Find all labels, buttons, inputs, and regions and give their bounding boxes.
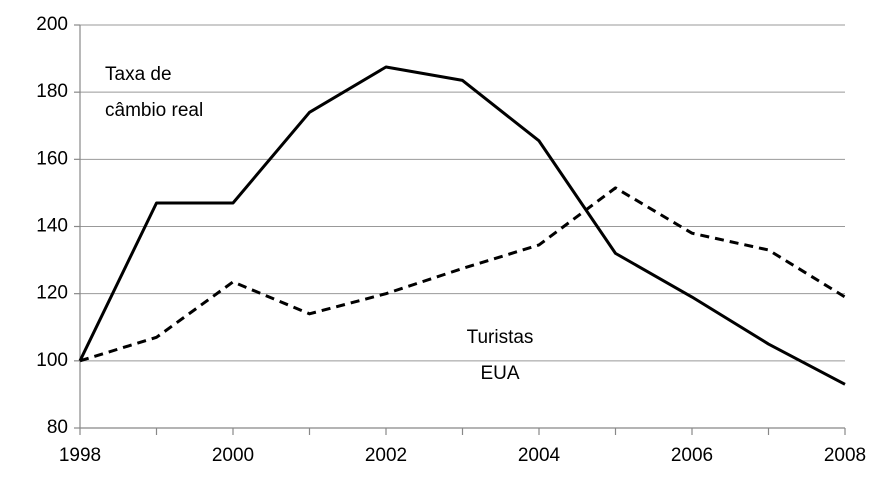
x-tick-label: 2002 <box>365 445 407 466</box>
x-tick-label: 2000 <box>212 445 254 466</box>
series-line <box>79 186 846 363</box>
y-tick-label: 140 <box>36 216 68 237</box>
x-tick-label: 1998 <box>59 445 101 466</box>
series-line <box>78 65 846 386</box>
x-tick-label: 2004 <box>518 445 561 466</box>
y-tick-label: 80 <box>47 417 68 438</box>
y-tick-label: 180 <box>36 81 68 102</box>
annotation: Taxa de <box>105 64 172 85</box>
y-tick-label: 100 <box>36 350 68 371</box>
x-tick-label: 2008 <box>824 445 866 466</box>
annotation: Turistas <box>467 327 534 348</box>
x-tick-label: 2006 <box>671 445 713 466</box>
annotation: EUA <box>480 363 519 384</box>
y-tick-label: 120 <box>36 283 68 304</box>
y-tick-label: 160 <box>36 148 68 169</box>
y-tick-label: 200 <box>36 14 68 35</box>
annotation: câmbio real <box>105 100 203 121</box>
